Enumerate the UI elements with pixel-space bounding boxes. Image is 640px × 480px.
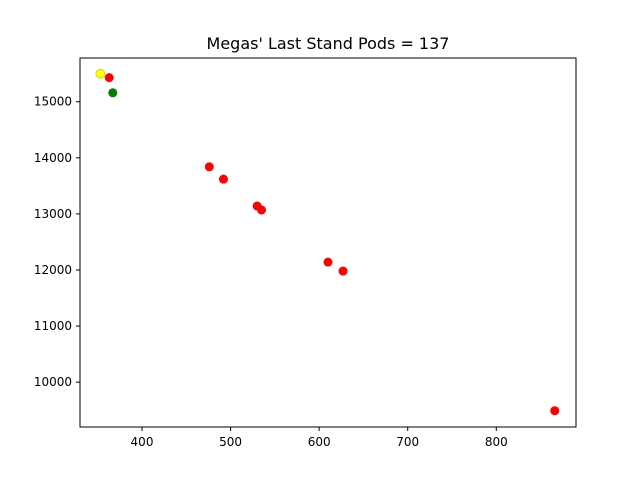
x-axis-ticks: 400 500 600 700 800 (131, 427, 508, 449)
y-tick-label: 13000 (34, 207, 72, 221)
y-tick-label: 15000 (34, 95, 72, 109)
data-point (204, 162, 214, 172)
data-point (257, 205, 267, 215)
plot-area-frame (79, 57, 577, 428)
data-point (104, 73, 114, 83)
x-tick-label: 800 (485, 435, 508, 449)
chart-title: Megas' Last Stand Pods = 137 (207, 34, 450, 53)
data-point (550, 406, 560, 416)
y-tick-label: 12000 (34, 263, 72, 277)
x-tick-label: 700 (396, 435, 419, 449)
data-point (218, 174, 228, 184)
x-tick-label: 600 (308, 435, 331, 449)
data-points (95, 68, 560, 416)
x-tick-label: 400 (131, 435, 154, 449)
data-point (323, 257, 333, 267)
x-tick-label: 500 (219, 435, 242, 449)
data-point (108, 88, 118, 98)
y-tick-label: 14000 (34, 151, 72, 165)
y-axis-ticks: 10000 11000 12000 13000 14000 15000 (34, 95, 80, 389)
y-tick-label: 11000 (34, 319, 72, 333)
y-tick-label: 10000 (34, 375, 72, 389)
data-point (338, 266, 348, 276)
data-point (95, 68, 106, 79)
